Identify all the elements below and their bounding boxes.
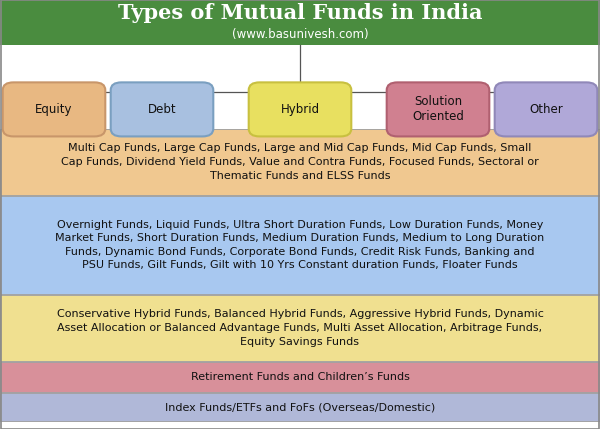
FancyBboxPatch shape [387,82,490,136]
Text: Other: Other [529,103,563,116]
Text: Hybrid: Hybrid [280,103,320,116]
Text: Retirement Funds and Children’s Funds: Retirement Funds and Children’s Funds [191,372,409,382]
Text: Equity: Equity [35,103,73,116]
FancyBboxPatch shape [0,43,600,129]
FancyBboxPatch shape [249,82,352,136]
Text: Index Funds/ETFs and FoFs (Overseas/Domestic): Index Funds/ETFs and FoFs (Overseas/Dome… [165,402,435,412]
FancyBboxPatch shape [0,129,600,195]
FancyBboxPatch shape [0,295,600,361]
Text: Types of Mutual Funds in India: Types of Mutual Funds in India [118,3,482,23]
Text: Debt: Debt [148,103,176,116]
Text: Conservative Hybrid Funds, Balanced Hybrid Funds, Aggressive Hybrid Funds, Dynam: Conservative Hybrid Funds, Balanced Hybr… [56,309,544,347]
FancyBboxPatch shape [0,393,600,421]
Text: Overnight Funds, Liquid Funds, Ultra Short Duration Funds, Low Duration Funds, M: Overnight Funds, Liquid Funds, Ultra Sho… [55,220,545,270]
Text: Solution
Oriented: Solution Oriented [412,95,464,124]
Text: Multi Cap Funds, Large Cap Funds, Large and Mid Cap Funds, Mid Cap Funds, Small
: Multi Cap Funds, Large Cap Funds, Large … [61,143,539,181]
FancyBboxPatch shape [0,196,600,294]
FancyBboxPatch shape [0,0,600,45]
FancyBboxPatch shape [494,82,598,136]
FancyBboxPatch shape [111,82,214,136]
FancyBboxPatch shape [2,82,106,136]
FancyBboxPatch shape [0,362,600,392]
Text: (www.basunivesh.com): (www.basunivesh.com) [232,28,368,41]
